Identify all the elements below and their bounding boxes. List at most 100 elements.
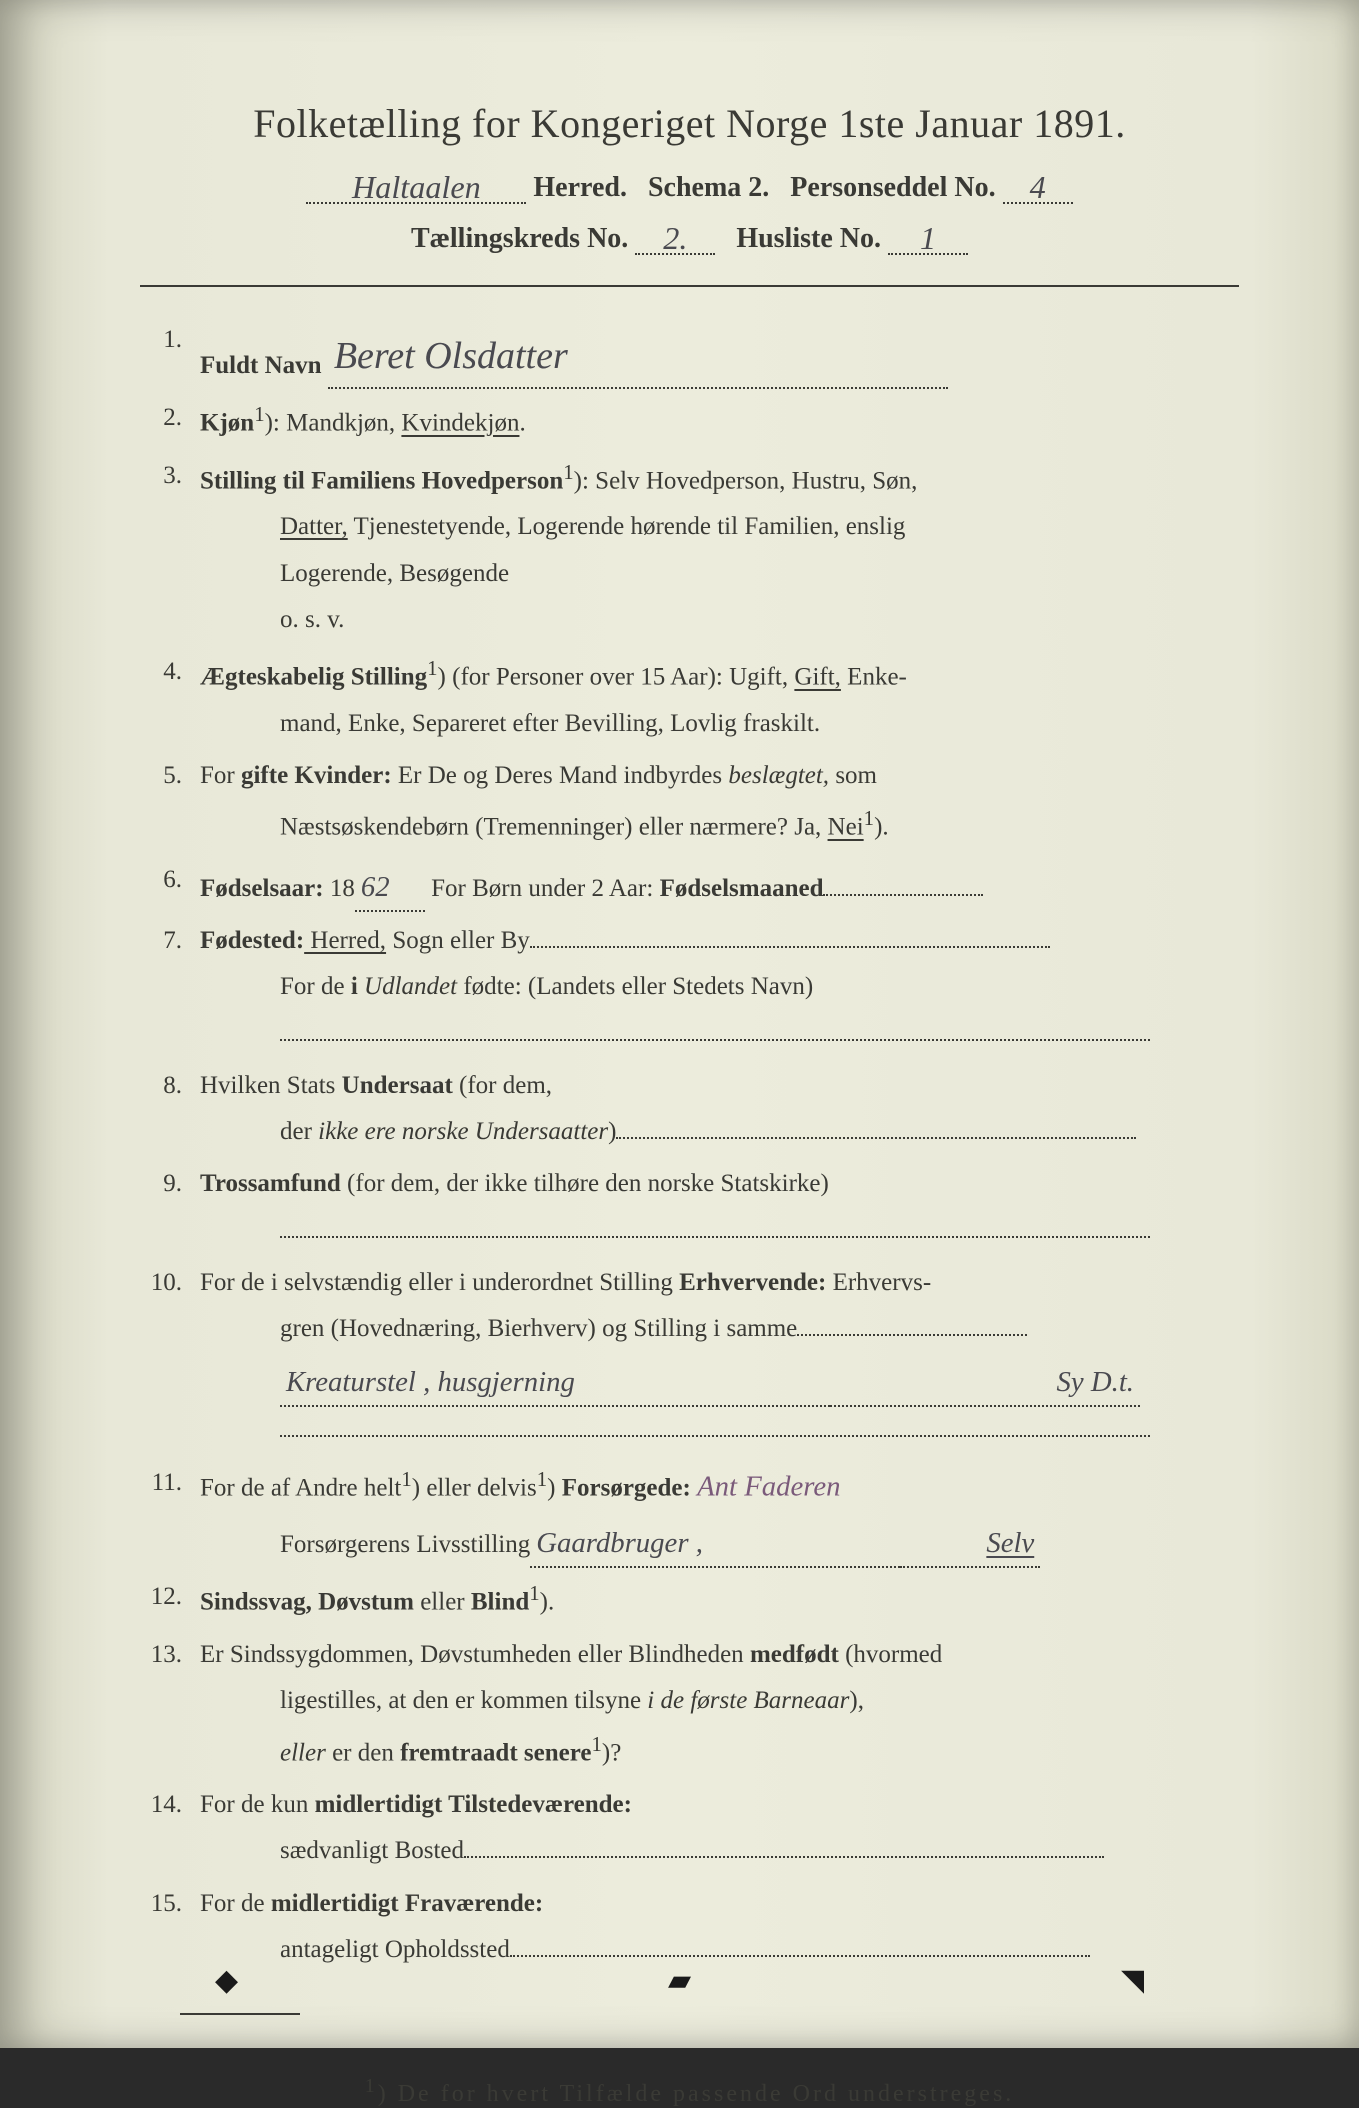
q5-t2: gifte Kvinder: (241, 762, 392, 789)
q6-year-field: 62 (355, 857, 425, 912)
q2-options: ): Mandkjøn, (265, 410, 402, 437)
q11-t1: For de af Andre helt (200, 1474, 401, 1501)
q3-line4: o. s. v. (200, 597, 1239, 643)
q11-sup2: 1 (537, 1467, 547, 1491)
q5: 5. For gifte Kvinder: Er De og Deres Man… (140, 753, 1239, 851)
q5-num: 5. (140, 753, 200, 851)
q11-field1: Gaardbruger , (530, 1513, 900, 1568)
q5-t5: som (829, 762, 877, 789)
q11-sup1: 1 (401, 1467, 411, 1491)
q9-label: Trossamfund (200, 1170, 341, 1197)
q2-label: Kjøn (200, 410, 254, 437)
q4: 4. Ægteskabelig Stilling1) (for Personer… (140, 649, 1239, 747)
q7-label: Fødested: (200, 927, 304, 954)
q12-sup: 1 (529, 1581, 539, 1605)
q7-t5: fødte: (Landets eller Stedets Navn) (457, 973, 813, 1000)
q7-field (530, 946, 1050, 948)
q5-t6: Næstsøskendebørn (Tremenninger) eller næ… (280, 814, 828, 841)
q13-t8: )? (602, 1739, 621, 1766)
q12-num: 12. (140, 1574, 200, 1626)
q13-label2: fremtraadt senere (400, 1739, 591, 1766)
q13-t2: (hvormed (839, 1641, 942, 1668)
footnote: 1) De for hvert Tilfælde passende Ord un… (140, 2075, 1239, 2108)
q14-label: midlertidigt Tilstedeværende: (315, 1791, 632, 1818)
q6-t2: For Børn under 2 Aar: (425, 875, 660, 902)
q8-t5: ) (608, 1118, 616, 1145)
q11-num: 11. (140, 1460, 200, 1569)
q10-field4 (280, 1435, 1150, 1437)
q13-t7: er den (326, 1739, 400, 1766)
q2-num: 2. (140, 395, 200, 447)
q4-line1: ) (for Personer over 15 Aar): Ugift, (438, 664, 795, 691)
q5-sup: 1 (864, 806, 874, 830)
header-line-2: Haltaalen Herred. Schema 2. Personseddel… (140, 165, 1239, 204)
q13: 13. Er Sindssygdommen, Døvstumheden elle… (140, 1632, 1239, 1776)
q3-sup: 1 (563, 460, 573, 484)
q3-line3: Logerende, Besøgende (200, 551, 1239, 597)
q15-t2: antageligt Opholdssted (280, 1936, 510, 1963)
punch-mark-icon: ▰ (668, 1963, 691, 1998)
q2-selected: Kvindekjøn (401, 410, 519, 437)
footnote-rule (180, 2013, 300, 2015)
q10-field1 (797, 1334, 1027, 1336)
personseddel-label: Personseddel No. (790, 172, 995, 203)
q14-num: 14. (140, 1782, 200, 1875)
q2-sup: 1 (254, 402, 264, 426)
q13-t5: ), (849, 1687, 864, 1714)
q8-label: Undersaat (342, 1072, 453, 1099)
header-rule (140, 285, 1239, 287)
q15-field (510, 1955, 1090, 1957)
herred-label: Herred. (533, 172, 627, 203)
q6-label2: Fødselsmaaned (660, 875, 824, 902)
q4-sup: 1 (427, 656, 437, 680)
q12-label: Sindssvag, Døvstum (200, 1589, 414, 1616)
q8-num: 8. (140, 1063, 200, 1156)
q4-line2: mand, Enke, Separeret efter Bevilling, L… (200, 701, 1239, 747)
q8-t1: Hvilken Stats (200, 1072, 342, 1099)
q15: 15. For de midlertidigt Fraværende: anta… (140, 1881, 1239, 1974)
q2-after: . (519, 410, 525, 437)
schema-label: Schema 2. (648, 172, 769, 203)
q1-num: 1. (140, 317, 200, 389)
q11-t3: ) (547, 1474, 562, 1501)
q6-prefix: 18 (324, 875, 355, 902)
q2: 2. Kjøn1): Mandkjøn, Kvindekjøn. (140, 395, 1239, 447)
husliste-label: Husliste No. (736, 223, 881, 254)
q11-hand1: Ant Faderen (697, 1470, 840, 1502)
personseddel-field: 4 (1003, 165, 1073, 204)
q15-label: midlertidigt Fraværende: (271, 1890, 543, 1917)
punch-marks: ◆ ▰ ◥ (0, 1963, 1359, 1998)
q14-field (464, 1856, 1104, 1858)
kreds-field: 2. (635, 216, 715, 255)
q8: 8. Hvilken Stats Undersaat (for dem, der… (140, 1063, 1239, 1156)
q7: 7. Fødested: Herred, Sogn eller By For d… (140, 918, 1239, 1057)
punch-mark-icon: ◆ (215, 1963, 238, 1998)
q3: 3. Stilling til Familiens Hovedperson1):… (140, 453, 1239, 643)
q9: 9. Trossamfund (for dem, der ikke tilhør… (140, 1161, 1239, 1254)
q13-num: 13. (140, 1632, 200, 1776)
q10-t2: Erhvervs- (826, 1269, 931, 1296)
footnote-sup: 1 (365, 2075, 378, 2097)
q7-t4: Udlandet (358, 973, 457, 1000)
footnote-text: ) De for hvert Tilfælde passende Ord und… (378, 2081, 1015, 2107)
q13-t6: eller (280, 1739, 326, 1766)
q4-line1b: Enke- (841, 664, 907, 691)
q15-num: 15. (140, 1881, 200, 1974)
q10-num: 10. (140, 1260, 200, 1454)
q10-field2: Kreaturstel , husgjerning (280, 1352, 830, 1407)
q3-line1: ): Selv Hovedperson, Hustru, Søn, (574, 467, 918, 494)
q4-label: Ægteskabelig Stilling (200, 664, 427, 691)
census-form-page: Folketælling for Kongeriget Norge 1ste J… (0, 0, 1359, 2048)
q10-label: Erhvervende: (679, 1269, 826, 1296)
q11-t2: ) eller delvis (412, 1474, 537, 1501)
q13-t1: Er Sindssygdommen, Døvstumheden eller Bl… (200, 1641, 750, 1668)
q14-t2: sædvanligt Bosted (280, 1837, 464, 1864)
q9-num: 9. (140, 1161, 200, 1254)
herred-field: Haltaalen (306, 165, 526, 204)
q7-t3: i (351, 973, 358, 1000)
q9-field (280, 1236, 1150, 1238)
q10-field3: Sy D.t. (830, 1352, 1140, 1407)
q10-t1: For de i selvstændig eller i underordnet… (200, 1269, 679, 1296)
q9-t1: (for dem, der ikke tilhøre den norske St… (341, 1170, 829, 1197)
q13-t4: i de første Barneaar (647, 1687, 849, 1714)
